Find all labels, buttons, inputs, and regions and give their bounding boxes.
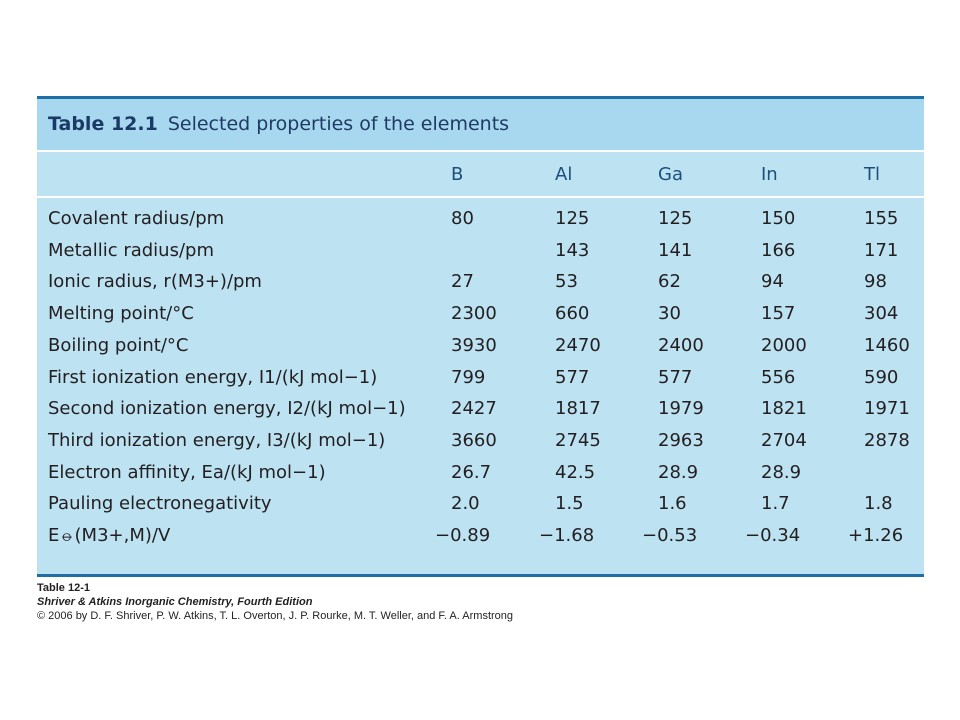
table-title: Table 12.1 Selected properties of the ele… (48, 113, 509, 135)
column-header-al: Al (555, 164, 573, 185)
table-row: E⦵(M3+,M)/V −0.89 −1.68 −0.53 −0.34 +1.26 (37, 522, 924, 554)
cell-value: −0.34 (745, 525, 801, 546)
cell-value: 1821 (761, 398, 807, 419)
row-label: E⦵(M3+,M)/V (48, 525, 171, 546)
cell-value: 1460 (864, 335, 910, 356)
column-header-tl: Tl (864, 164, 880, 185)
caption-copyright: © 2006 by D. F. Shriver, P. W. Atkins, T… (37, 610, 514, 622)
cell-value: 125 (658, 208, 693, 229)
row-label: Metallic radius/pm (48, 240, 214, 261)
cell-value: 53 (555, 271, 578, 292)
cell-value: 1971 (864, 398, 910, 419)
cell-value: 799 (451, 367, 486, 388)
cell-value: +1.26 (848, 525, 904, 546)
cell-value: 577 (658, 367, 693, 388)
table-title-bar: Table 12.1 Selected properties of the ele… (37, 99, 924, 152)
figure-caption: Table 12-1 Shriver & Atkins Inorganic Ch… (37, 582, 513, 622)
cell-value: 304 (864, 303, 899, 324)
table-row: Pauling electronegativity 2.0 1.5 1.6 1.7 1.8 (37, 490, 924, 522)
cell-value: 80 (451, 208, 474, 229)
cell-value: 155 (864, 208, 899, 229)
cell-value: −0.53 (642, 525, 698, 546)
row-label: Second ionization energy, I2/(kJ mol−1) (48, 398, 406, 419)
column-header-ga: Ga (658, 164, 683, 185)
cell-value: 62 (658, 271, 681, 292)
cell-value: 577 (555, 367, 590, 388)
cell-value: 1.7 (761, 493, 790, 514)
cell-value: 1.5 (555, 493, 584, 514)
cell-value: 660 (555, 303, 590, 324)
cell-value: 2704 (761, 430, 807, 451)
cell-value: 3930 (451, 335, 497, 356)
column-header-row: B Al Ga In Tl (37, 152, 924, 198)
cell-value: 556 (761, 367, 796, 388)
cell-value: −0.89 (435, 525, 491, 546)
caption-book-title: Shriver & Atkins Inorganic Chemistry, Fo… (37, 596, 313, 608)
cell-value: 26.7 (451, 462, 492, 483)
cell-value: 1817 (555, 398, 601, 419)
cell-value: 2470 (555, 335, 601, 356)
table-title-text: Selected properties of the elements (167, 113, 510, 135)
cell-value: 1.8 (864, 493, 893, 514)
cell-value: −1.68 (539, 525, 595, 546)
cell-value: 28.9 (658, 462, 699, 483)
cell-value: 27 (451, 271, 474, 292)
row-label: Third ionization energy, I3/(kJ mol−1) (48, 430, 386, 451)
table-row: Metallic radius/pm 143 141 166 171 (37, 237, 924, 269)
row-label: Melting point/°C (48, 303, 194, 324)
table-row: Second ionization energy, I2/(kJ mol−1) 2… (37, 395, 924, 427)
cell-value: 30 (658, 303, 681, 324)
cell-value: 2400 (658, 335, 704, 356)
row-label: Pauling electronegativity (48, 493, 272, 514)
table-row: Boiling point/°C 3930 2470 2400 2000 1460 (37, 332, 924, 364)
cell-value: 94 (761, 271, 784, 292)
table-row: First ionization energy, I1/(kJ mol−1) 79… (37, 364, 924, 396)
table-row: Covalent radius/pm 80 125 125 150 155 (37, 205, 924, 237)
table-row: Melting point/°C 2300 660 30 157 304 (37, 300, 924, 332)
cell-value: 1979 (658, 398, 704, 419)
table-number: Table 12.1 (48, 113, 158, 135)
cell-value: 1.6 (658, 493, 687, 514)
cell-value: 125 (555, 208, 590, 229)
row-label: First ionization energy, I1/(kJ mol−1) (48, 367, 378, 388)
cell-value: 157 (761, 303, 796, 324)
cell-value: 2000 (761, 335, 807, 356)
cell-value: 150 (761, 208, 796, 229)
column-header-in: In (761, 164, 778, 185)
row-label: Covalent radius/pm (48, 208, 225, 229)
row-label: Electron affinity, Ea/(kJ mol−1) (48, 462, 326, 483)
cell-value: 2963 (658, 430, 704, 451)
cell-value: 98 (864, 271, 887, 292)
cell-value: 166 (761, 240, 796, 261)
row-label: Boiling point/°C (48, 335, 189, 356)
caption-table-id: Table 12-1 (37, 582, 90, 594)
cell-value: 2.0 (451, 493, 480, 514)
cell-value: 590 (864, 367, 899, 388)
cell-value: 171 (864, 240, 899, 261)
cell-value: 2745 (555, 430, 601, 451)
cell-value: 141 (658, 240, 693, 261)
cell-value: 42.5 (555, 462, 596, 483)
table-row: Third ionization energy, I3/(kJ mol−1) 36… (37, 427, 924, 459)
cell-value: 143 (555, 240, 590, 261)
column-header-b: B (451, 164, 464, 185)
cell-value: 2300 (451, 303, 497, 324)
cell-value: 2427 (451, 398, 497, 419)
table-row: Electron affinity, Ea/(kJ mol−1) 26.7 42.5… (37, 459, 924, 491)
row-label: Ionic radius, r(M3+)/pm (48, 271, 262, 292)
table-row: Ionic radius, r(M3+)/pm 27 53 62 94 98 (37, 268, 924, 300)
cell-value: 3660 (451, 430, 497, 451)
cell-value: 2878 (864, 430, 910, 451)
properties-table: Table 12.1 Selected properties of the ele… (37, 96, 924, 577)
cell-value: 28.9 (761, 462, 802, 483)
